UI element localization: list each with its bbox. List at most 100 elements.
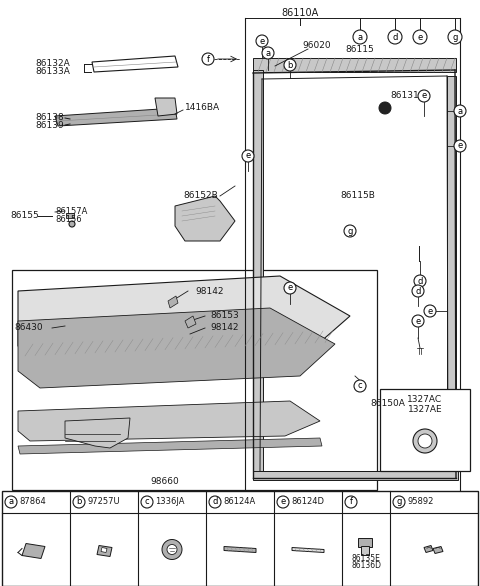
Circle shape (379, 102, 391, 114)
Text: 86135E: 86135E (351, 554, 381, 563)
Text: 98142: 98142 (195, 287, 224, 295)
Circle shape (242, 150, 254, 162)
Polygon shape (253, 70, 263, 476)
Text: e: e (427, 306, 432, 315)
Text: 86157A: 86157A (55, 207, 87, 216)
Polygon shape (447, 76, 456, 476)
Circle shape (418, 90, 430, 102)
Text: 86133A: 86133A (35, 67, 70, 77)
Text: 86430: 86430 (14, 323, 43, 332)
Circle shape (202, 53, 214, 65)
Polygon shape (22, 543, 45, 558)
Text: d: d (417, 277, 423, 285)
Polygon shape (18, 308, 335, 388)
Circle shape (413, 30, 427, 44)
Text: 86124D: 86124D (291, 498, 324, 506)
Text: e: e (418, 32, 422, 42)
Text: e: e (415, 316, 420, 325)
Polygon shape (97, 546, 112, 557)
Text: 95892: 95892 (407, 498, 433, 506)
Circle shape (424, 305, 436, 317)
Bar (380, 389, 470, 471)
Text: e: e (421, 91, 427, 101)
Text: 86138: 86138 (35, 114, 64, 122)
Text: 86132A: 86132A (35, 60, 70, 69)
Text: 98660: 98660 (151, 478, 180, 486)
Circle shape (412, 315, 424, 327)
Text: e: e (457, 141, 463, 151)
Polygon shape (168, 296, 178, 308)
Circle shape (141, 496, 153, 508)
Circle shape (354, 380, 366, 392)
Polygon shape (101, 547, 107, 553)
Text: 87864: 87864 (19, 498, 46, 506)
Text: 86150A: 86150A (370, 398, 405, 407)
Bar (253, 471, 458, 480)
Text: b: b (76, 498, 82, 506)
Text: g: g (396, 498, 402, 506)
Text: g: g (452, 32, 458, 42)
Text: 86124A: 86124A (223, 498, 255, 506)
Bar (2, 491, 478, 586)
Circle shape (413, 429, 437, 453)
Circle shape (5, 496, 17, 508)
Polygon shape (18, 401, 320, 441)
Circle shape (448, 30, 462, 44)
Text: c: c (358, 381, 362, 390)
Bar (12, 270, 377, 490)
Text: 1327AE: 1327AE (408, 404, 442, 414)
Circle shape (262, 47, 274, 59)
Circle shape (167, 544, 177, 554)
Text: 1336JA: 1336JA (155, 498, 184, 506)
Circle shape (412, 285, 424, 297)
Circle shape (162, 540, 182, 560)
Text: 86155: 86155 (10, 212, 39, 220)
Polygon shape (433, 547, 443, 554)
Polygon shape (175, 196, 235, 241)
Text: a: a (265, 49, 271, 57)
Text: e: e (245, 152, 251, 161)
Circle shape (353, 30, 367, 44)
Circle shape (388, 30, 402, 44)
Circle shape (414, 275, 426, 287)
Text: 96020: 96020 (302, 42, 331, 50)
Polygon shape (424, 546, 433, 553)
Text: 86152B: 86152B (183, 192, 218, 200)
Polygon shape (185, 316, 196, 328)
Polygon shape (65, 418, 130, 448)
Polygon shape (155, 98, 177, 116)
Polygon shape (55, 108, 177, 126)
Text: 86156: 86156 (55, 216, 82, 224)
Text: 86115: 86115 (345, 45, 374, 53)
Text: c: c (144, 498, 149, 506)
Bar (253, 58, 456, 72)
Circle shape (69, 221, 75, 227)
Circle shape (345, 496, 357, 508)
Polygon shape (18, 438, 322, 454)
Text: d: d (415, 287, 420, 295)
Bar (358, 537, 372, 547)
Text: a: a (457, 107, 463, 115)
Text: 86115B: 86115B (340, 192, 375, 200)
Circle shape (209, 496, 221, 508)
Polygon shape (92, 56, 178, 72)
Circle shape (393, 496, 405, 508)
Text: 86131: 86131 (390, 91, 419, 101)
Circle shape (277, 496, 289, 508)
Text: 86153: 86153 (210, 312, 239, 321)
Text: e: e (280, 498, 286, 506)
Text: d: d (212, 498, 218, 506)
Text: b: b (288, 60, 293, 70)
Text: g: g (348, 227, 353, 236)
Bar (66, 213, 74, 218)
Polygon shape (224, 547, 256, 553)
Circle shape (454, 140, 466, 152)
Circle shape (418, 434, 432, 448)
Text: 1416BA: 1416BA (185, 104, 220, 113)
Circle shape (454, 105, 466, 117)
Text: a: a (358, 32, 362, 42)
Polygon shape (292, 547, 324, 553)
Circle shape (73, 496, 85, 508)
Text: 97257U: 97257U (87, 498, 120, 506)
Text: d: d (392, 32, 398, 42)
